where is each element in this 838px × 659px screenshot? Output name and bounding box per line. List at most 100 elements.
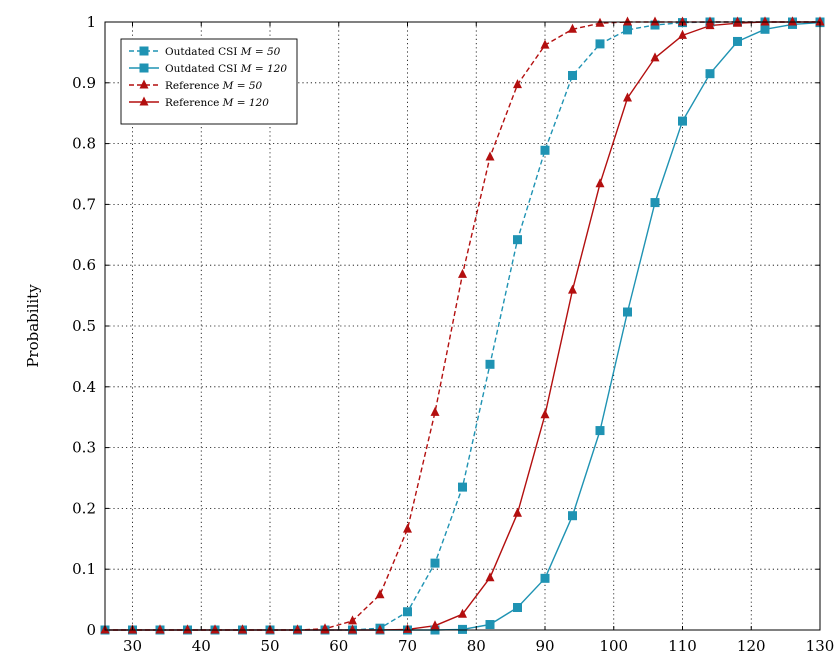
- y-tick-label: 0.3: [72, 439, 96, 457]
- legend-marker-reference-m-120: [139, 96, 149, 106]
- data-point-outdated-csi-m-50: [513, 235, 522, 245]
- x-tick-label: 120: [737, 637, 766, 655]
- y-tick-label: 0.2: [72, 499, 96, 517]
- y-axis-label: Probability: [24, 284, 42, 368]
- legend-label-math: M = 50: [222, 80, 263, 92]
- x-tick-label: 50: [260, 637, 279, 655]
- y-tick-label: 0.7: [72, 195, 96, 213]
- y-tick-label: 0.1: [72, 560, 96, 578]
- data-point-outdated-csi-m-120: [678, 116, 687, 126]
- data-point-reference-m-120: [210, 624, 220, 634]
- data-point-reference-m-120: [595, 178, 605, 188]
- legend-label-math: M = 50: [240, 46, 281, 58]
- data-point-reference-m-120: [375, 624, 385, 634]
- x-tick-label: 70: [398, 637, 417, 655]
- data-point-outdated-csi-m-50: [540, 145, 550, 155]
- legend-label-reference-m-50: Reference M = 50: [165, 80, 263, 92]
- data-point-outdated-csi-m-120: [540, 573, 550, 583]
- x-tick-label: 60: [329, 637, 348, 655]
- x-tick-label: 30: [123, 637, 142, 655]
- legend-label-text: Outdated CSI: [165, 46, 241, 58]
- data-point-outdated-csi-m-50: [403, 607, 412, 617]
- x-tick-label: 110: [668, 637, 697, 655]
- data-point-reference-m-50: [568, 23, 577, 33]
- legend-marker-reference-m-50: [139, 79, 149, 89]
- legend-box: [120, 38, 298, 125]
- data-point-outdated-csi-m-50: [568, 71, 577, 81]
- x-tick-label: 100: [599, 637, 628, 655]
- data-point-reference-m-50: [348, 615, 357, 625]
- x-tick-label: 90: [535, 637, 554, 655]
- data-point-reference-m-50: [513, 79, 522, 89]
- data-point-reference-m-50: [623, 16, 632, 26]
- data-point-outdated-csi-m-120: [485, 620, 495, 630]
- x-tick-label: 80: [467, 637, 486, 655]
- data-point-reference-m-120: [513, 507, 522, 517]
- data-point-reference-m-50: [678, 16, 687, 26]
- y-tick-label: 0.4: [72, 378, 96, 396]
- legend-label-text: Reference: [165, 80, 223, 92]
- data-point-outdated-csi-m-120: [458, 624, 467, 634]
- data-point-reference-m-120: [458, 608, 467, 618]
- x-tick-label: 40: [192, 637, 211, 655]
- data-point-outdated-csi-m-50: [430, 558, 440, 568]
- data-point-reference-m-120: [430, 620, 440, 630]
- y-tick-label: 0.9: [72, 74, 96, 92]
- data-point-reference-m-120: [788, 16, 797, 26]
- data-point-reference-m-50: [540, 39, 550, 49]
- y-tick-label: 0.8: [72, 135, 96, 153]
- y-tick-label: 0: [86, 621, 96, 639]
- data-point-outdated-csi-m-120: [623, 307, 632, 317]
- data-point-reference-m-120: [183, 624, 192, 634]
- y-tick-label: 0.6: [72, 256, 96, 274]
- data-point-outdated-csi-m-120: [513, 603, 522, 613]
- data-point-reference-m-50: [375, 589, 385, 599]
- data-point-reference-m-120: [705, 20, 715, 30]
- y-tick-label: 0.5: [72, 317, 96, 335]
- data-point-reference-m-120: [650, 52, 660, 62]
- data-point-reference-m-120: [238, 624, 247, 634]
- data-point-outdated-csi-m-120: [595, 426, 605, 436]
- x-tick-label: 130: [806, 637, 835, 655]
- legend-label-outdated-csi-m-120: Outdated CSI M = 120: [165, 63, 287, 75]
- data-point-outdated-csi-m-120: [733, 36, 742, 46]
- legend-label-text: Outdated CSI: [165, 63, 241, 75]
- data-point-reference-m-50: [458, 268, 467, 278]
- data-point-reference-m-120: [155, 624, 165, 634]
- legend-label-reference-m-120: Reference M = 120: [165, 97, 269, 109]
- data-point-outdated-csi-m-120: [650, 198, 660, 208]
- legend-label-text: Reference: [165, 97, 223, 109]
- data-point-reference-m-120: [623, 92, 632, 102]
- data-point-reference-m-120: [540, 409, 550, 419]
- data-point-outdated-csi-m-120: [568, 511, 577, 521]
- data-point-reference-m-120: [760, 16, 770, 26]
- legend-label-math: M = 120: [222, 97, 270, 109]
- legend-label-math: M = 120: [240, 63, 288, 75]
- axis-ticks: 30 40 50 60 70 80 90 100 110 120 130 0 0.1 0.2 0.3 0.4 0…: [72, 13, 834, 655]
- legend-label-outdated-csi-m-50: Outdated CSI M = 50: [165, 46, 281, 58]
- data-point-reference-m-120: [293, 624, 302, 634]
- data-point-outdated-csi-m-50: [595, 39, 605, 49]
- data-point-outdated-csi-m-50: [458, 482, 467, 492]
- data-point-reference-m-50: [650, 16, 660, 26]
- data-point-reference-m-120: [815, 16, 825, 26]
- grid: [105, 21, 821, 631]
- data-point-reference-m-120: [348, 624, 357, 634]
- data-point-outdated-csi-m-120: [705, 69, 715, 79]
- data-point-reference-m-120: [568, 284, 577, 294]
- data-point-reference-m-50: [430, 406, 440, 416]
- legend-marker-outdated-csi-m-50: [139, 46, 149, 56]
- data-point-outdated-csi-m-120: [760, 24, 770, 34]
- data-point-reference-m-50: [485, 151, 495, 161]
- data-point-outdated-csi-m-50: [485, 359, 495, 369]
- y-tick-label: 1: [86, 13, 96, 31]
- data-point-reference-m-120: [678, 29, 687, 39]
- legend-marker-outdated-csi-m-120: [139, 63, 149, 73]
- data-point-reference-m-120: [320, 624, 330, 634]
- data-point-outdated-csi-m-50: [623, 25, 632, 35]
- data-point-reference-m-50: [403, 523, 412, 533]
- data-point-reference-m-120: [485, 572, 495, 582]
